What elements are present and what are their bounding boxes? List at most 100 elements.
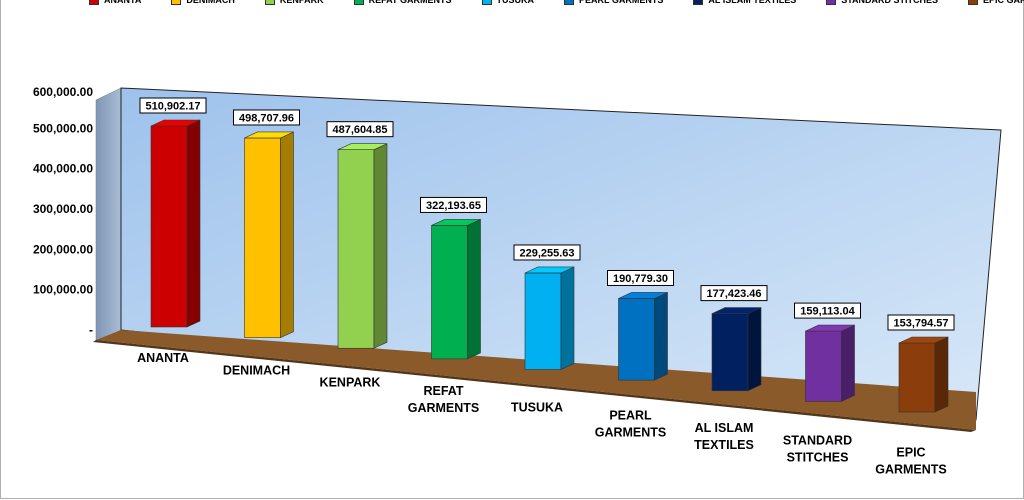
bar-side: [373, 143, 388, 349]
value-label: 229,255.63: [519, 247, 574, 259]
bar-side: [560, 266, 575, 370]
legend-item: TUSUKA: [481, 0, 535, 7]
y-tick-label: -: [89, 323, 93, 337]
bar-2: 498,707.96: [233, 109, 300, 339]
y-tick-label: 200,000.00: [33, 242, 93, 256]
legend-swatch: [353, 0, 364, 5]
value-label-box: [887, 314, 955, 331]
value-label-box: [700, 285, 768, 302]
legend-swatch: [171, 0, 182, 5]
bar-front: [150, 125, 188, 328]
bar-front: [524, 272, 562, 370]
legend-swatch: [481, 0, 492, 5]
value-label: 498,707.96: [239, 112, 294, 124]
bar-side: [654, 292, 668, 381]
x-tick-label-line: PEARL: [609, 409, 652, 423]
x-tick-label: AL ISLAM TEXTILES: [694, 421, 754, 452]
y-tick-label: 300,000.00: [33, 202, 93, 216]
x-tick-label-line: DENIMACH: [223, 363, 290, 377]
bar-front: [711, 313, 749, 392]
value-label-box: [326, 121, 394, 138]
y-tick-label: 500,000.00: [33, 121, 93, 135]
x-tick-label-line: TUSUKA: [511, 400, 563, 414]
x-tick-label: DENIMACH: [223, 363, 290, 377]
floor-edge: [93, 340, 976, 432]
legend: ANANTA DENIMACH KENPARK REFAT GARMENTS TUSUK…: [89, 0, 1024, 7]
value-label: 190,779.30: [613, 273, 668, 285]
y-tick-label: 600,000.00: [33, 85, 93, 99]
x-tick-label-line: REFAT: [423, 384, 463, 398]
bar-front: [244, 137, 281, 338]
legend-item: ANANTA: [89, 0, 141, 7]
bar-4: 322,193.65: [420, 196, 487, 360]
value-label: 322,193.65: [426, 200, 481, 212]
value-label-box: [233, 109, 300, 126]
bars-group: 510,902.17 498,707.96 487,604.85 322,193.65…: [139, 97, 955, 413]
bar-front: [431, 225, 468, 360]
bar-6: 190,779.30: [607, 269, 674, 381]
x-tick-label: EPIC GARMENTS: [875, 446, 947, 477]
legend-label: EPIC GARMENTS: [983, 0, 1024, 5]
x-tick-label-line: KENPARK: [320, 376, 381, 390]
bar-top: [150, 119, 201, 127]
bar-8: 159,113.04: [794, 302, 861, 402]
y-tick-label: 100,000.00: [33, 283, 93, 297]
bar-top: [805, 324, 855, 332]
bar-side: [467, 218, 481, 360]
value-label-box: [139, 97, 207, 114]
x-tick-label-line: GARMENTS: [875, 463, 947, 477]
x-tick-label-line: STANDARD: [783, 433, 852, 447]
value-label-box: [794, 302, 861, 319]
legend-swatch: [564, 0, 575, 5]
legend-swatch: [693, 0, 704, 5]
legend-label: KENPARK: [279, 0, 324, 5]
x-tick-label-line: EPIC: [896, 446, 925, 460]
floor: [96, 330, 976, 430]
side-wall: [95, 87, 122, 343]
x-tick-label-line: TEXTILES: [694, 438, 754, 452]
legend-label: TUSUKA: [496, 0, 535, 5]
legend-item: DENIMACH: [171, 0, 235, 7]
legend-item: REFAT GARMENTS: [353, 0, 452, 7]
legend-label: REFAT GARMENTS: [368, 0, 452, 5]
x-tick-label-line: GARMENTS: [595, 426, 667, 440]
bar-top: [244, 131, 294, 139]
x-tick-label-line: GARMENTS: [408, 401, 480, 415]
value-label: 510,902.17: [145, 101, 200, 113]
bar-side: [186, 119, 201, 328]
legend-swatch: [89, 0, 99, 5]
x-tick-label-line: ANANTA: [137, 351, 189, 365]
value-label: 177,423.46: [706, 288, 761, 300]
bar-top: [431, 219, 481, 226]
x-axis: ANANTA DENIMACH KENPARK REFAT GARMENTS TUSUKA…: [137, 351, 947, 477]
y-tick-label: 400,000.00: [33, 162, 93, 176]
legend-item: KENPARK: [264, 0, 324, 7]
value-label-box: [607, 269, 674, 286]
bar-1: 510,902.17: [139, 97, 207, 328]
legend-swatch: [968, 0, 979, 5]
legend-item: EPIC GARMENTS: [968, 0, 1024, 7]
bar-7: 177,423.46: [700, 285, 768, 392]
x-tick-label: TUSUKA: [511, 400, 563, 414]
value-label: 159,113.04: [800, 306, 855, 318]
value-label: 153,794.57: [893, 318, 948, 330]
bar-top: [711, 307, 762, 314]
bar-side: [280, 131, 294, 339]
legend-label: PEARL GARMENTS: [579, 0, 664, 5]
x-tick-label: KENPARK: [320, 376, 381, 390]
legend-item: PEARL GARMENTS: [564, 0, 663, 7]
value-label-box: [513, 244, 581, 261]
bar-side: [934, 336, 949, 413]
value-label-box: [420, 196, 487, 213]
legend-swatch: [264, 0, 275, 5]
legend-label: STANDARD STITCHES: [841, 0, 939, 5]
legend-label: AL ISLAM TEXTILES: [708, 0, 797, 5]
x-tick-label-line: STITCHES: [787, 450, 849, 464]
legend-label: ANANTA: [104, 0, 142, 5]
bar-top: [524, 266, 575, 274]
legend-label: DENIMACH: [186, 0, 235, 5]
x-tick-label: ANANTA: [137, 351, 189, 365]
x-tick-label: STANDARD STITCHES: [783, 433, 852, 464]
value-label: 487,604.85: [332, 124, 387, 136]
